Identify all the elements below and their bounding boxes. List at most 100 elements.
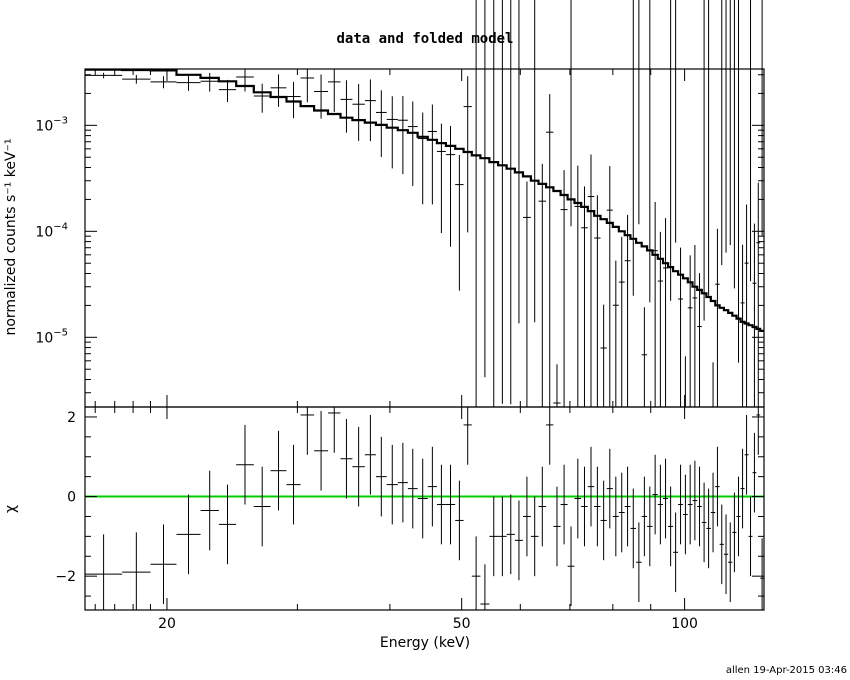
residual-point bbox=[719, 504, 724, 585]
residual-point bbox=[701, 482, 707, 563]
residual-point bbox=[397, 442, 408, 523]
data-point bbox=[606, 166, 613, 407]
residual-point bbox=[506, 494, 515, 575]
residual-point bbox=[612, 476, 619, 557]
data-point bbox=[538, 163, 547, 407]
data-point bbox=[692, 244, 698, 407]
residual-point bbox=[687, 464, 693, 545]
data-point bbox=[150, 76, 177, 89]
data-point bbox=[652, 202, 658, 407]
residual-point bbox=[748, 496, 753, 577]
data-point bbox=[624, 214, 631, 407]
data-point bbox=[678, 247, 683, 407]
data-point bbox=[176, 75, 201, 91]
residual-point bbox=[752, 432, 757, 513]
residual-point bbox=[455, 480, 464, 561]
data-point bbox=[253, 83, 271, 113]
residual-point bbox=[352, 426, 365, 507]
residual-point bbox=[489, 496, 499, 577]
data-point bbox=[641, 307, 648, 407]
residual-point bbox=[122, 532, 151, 610]
residual-point bbox=[427, 446, 437, 527]
residual-point bbox=[668, 486, 674, 567]
residual-point bbox=[218, 484, 237, 565]
residual-point bbox=[463, 407, 472, 465]
top-y-axis-label: normalized counts s⁻¹ keV⁻¹ bbox=[3, 138, 19, 335]
data-point bbox=[740, 244, 745, 407]
residual-point bbox=[314, 410, 329, 491]
data-point bbox=[417, 112, 428, 205]
residual-point bbox=[624, 466, 631, 547]
residual-point bbox=[736, 476, 741, 557]
residual-point bbox=[480, 564, 490, 610]
data-point bbox=[612, 260, 619, 407]
residual-point bbox=[530, 496, 539, 577]
residual-point bbox=[706, 488, 711, 569]
data-point bbox=[270, 74, 287, 107]
top-panel: 10−3 10−4 10−5 bbox=[35, 0, 765, 610]
x-tick-label: 100 bbox=[671, 616, 698, 632]
residual-point bbox=[732, 492, 737, 573]
top-frame bbox=[84, 68, 765, 408]
y-tick-label: 2 bbox=[67, 410, 76, 426]
residual-point bbox=[756, 407, 761, 455]
residual-point bbox=[286, 444, 301, 525]
y-tick-label: 10−5 bbox=[35, 327, 68, 346]
residual-point bbox=[574, 458, 582, 539]
residual-point bbox=[618, 472, 625, 553]
chart-title: data and folded model bbox=[336, 31, 513, 47]
residual-point bbox=[630, 488, 637, 569]
data-point bbox=[364, 79, 376, 142]
residual-point bbox=[553, 486, 561, 567]
data-point bbox=[85, 72, 123, 79]
residual-point bbox=[436, 464, 446, 545]
data-point bbox=[286, 81, 301, 119]
data-point bbox=[236, 69, 254, 92]
residual-point bbox=[150, 524, 177, 605]
y-tick-label: 0 bbox=[67, 490, 76, 506]
residual-point bbox=[657, 464, 663, 545]
data-point bbox=[386, 96, 398, 169]
residual-point bbox=[253, 466, 271, 547]
data-point bbox=[697, 273, 702, 407]
data-point bbox=[756, 182, 761, 407]
residual-point bbox=[682, 474, 688, 555]
residual-point bbox=[740, 448, 745, 529]
residual-point bbox=[636, 522, 642, 603]
data-point bbox=[662, 218, 669, 407]
residual-point bbox=[407, 448, 418, 529]
residual-point bbox=[715, 446, 720, 527]
data-point bbox=[657, 231, 663, 407]
data-point bbox=[553, 364, 561, 407]
data-point bbox=[375, 90, 387, 157]
footer-timestamp: allen 19-Apr-2015 03:46 bbox=[726, 665, 847, 676]
residual-point bbox=[723, 514, 729, 595]
residual-point bbox=[697, 466, 702, 547]
y-tick-label: −2 bbox=[55, 569, 76, 585]
data-point bbox=[618, 236, 625, 407]
residual-point bbox=[728, 522, 733, 603]
data-point bbox=[744, 204, 749, 407]
data-point bbox=[445, 125, 456, 247]
residual-frame bbox=[84, 406, 765, 611]
residual-point bbox=[594, 466, 601, 547]
residual-point bbox=[471, 536, 481, 610]
residual-point bbox=[546, 407, 554, 465]
data-point bbox=[587, 154, 595, 407]
residual-point bbox=[560, 464, 568, 545]
residual-panel: −2 0 2 20 50 100 bbox=[55, 406, 765, 632]
residual-point bbox=[498, 496, 507, 577]
data-point bbox=[560, 170, 568, 407]
data-point bbox=[397, 96, 408, 175]
residual-point bbox=[760, 538, 764, 610]
y-tick-label: 10−4 bbox=[35, 221, 68, 240]
data-point bbox=[407, 101, 418, 187]
residual-point bbox=[300, 407, 315, 455]
data-point bbox=[752, 223, 757, 407]
residual-point bbox=[236, 424, 254, 505]
y-tick-label: 10−3 bbox=[35, 115, 68, 134]
residual-point bbox=[200, 470, 219, 551]
residual-point bbox=[445, 464, 456, 545]
residual-point bbox=[522, 476, 531, 557]
residual-point bbox=[581, 466, 588, 547]
